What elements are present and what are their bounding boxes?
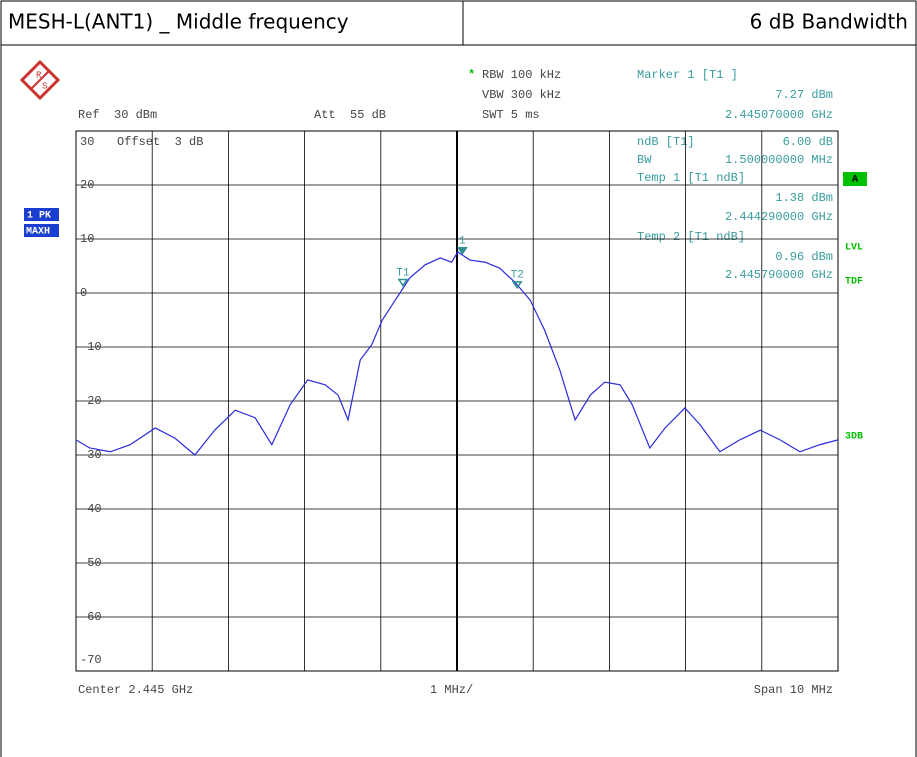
marker-info: 1.500000000 MHz (725, 153, 833, 167)
marker-info: 0.96 dBm (775, 250, 833, 264)
logo: R S (19, 59, 61, 101)
y-tick-label: -60 (80, 610, 102, 624)
marker-label: T2 (511, 270, 524, 282)
subtitle: 6 dB Bandwidth (750, 10, 908, 34)
detector-badge (24, 224, 59, 237)
swt: SWT 5 ms (482, 108, 540, 122)
y-tick-label: -40 (80, 502, 102, 516)
y-tick-label: -50 (80, 556, 102, 570)
lvl-label: LVL (845, 243, 863, 254)
marker-info: ndB [T1] (637, 135, 695, 149)
marker-label: 1 (459, 236, 466, 248)
y-tick-label: -70 (80, 653, 102, 667)
marker (397, 278, 409, 287)
marker-info: Marker 1 [T1 ] (637, 68, 738, 82)
span: Span 10 MHz (754, 683, 833, 697)
y-tick-label: 20 (80, 178, 94, 192)
y-tick-label: 30 (80, 135, 94, 149)
y-tick-label: 0 (80, 286, 87, 300)
marker-info: 2.445790000 GHz (725, 268, 833, 282)
marker-info: Temp 1 [T1 ndB] (637, 171, 745, 185)
y-tick-label: -20 (80, 394, 102, 408)
y-tick-label: 10 (80, 232, 94, 246)
marker-info: 6.00 dB (783, 135, 833, 149)
center: Center 2.445 GHz (78, 683, 193, 697)
rbw: RBW 100 kHz (482, 68, 561, 82)
marker-info: 2.445070000 GHz (725, 108, 833, 122)
marker-info: 1.38 dBm (775, 191, 833, 205)
marker-info: Temp 2 [T1 ndB] (637, 230, 745, 244)
trace-badge (24, 208, 59, 221)
ref: Ref 30 dBm (78, 108, 157, 122)
a-badge (843, 172, 867, 186)
marker-info: BW (637, 153, 652, 167)
marker (511, 281, 523, 290)
svg-text:S: S (42, 81, 47, 91)
att: Att 55 dB (314, 108, 386, 122)
trace-label: 1 PK (27, 211, 51, 222)
trace (75, 251, 839, 456)
star: * (468, 68, 475, 82)
y-tick-label: -30 (80, 448, 102, 462)
vbw: VBW 300 kHz (482, 88, 561, 102)
marker-info: 2.444290000 GHz (725, 210, 833, 224)
svg-text:R: R (36, 70, 42, 80)
tdf-label: TDF (845, 277, 863, 288)
y-tick-label: -10 (80, 340, 102, 354)
detector-label: MAXH (26, 227, 50, 238)
3db-label: 3DB (845, 432, 863, 443)
division: 1 MHz/ (430, 683, 473, 697)
a-label: A (852, 175, 858, 186)
marker-label: T1 (396, 267, 410, 279)
marker-info: 7.27 dBm (775, 88, 833, 102)
title: MESH-L(ANT1) _ Middle frequency (8, 10, 349, 34)
offset: Offset 3 dB (117, 135, 203, 149)
marker (456, 246, 468, 256)
